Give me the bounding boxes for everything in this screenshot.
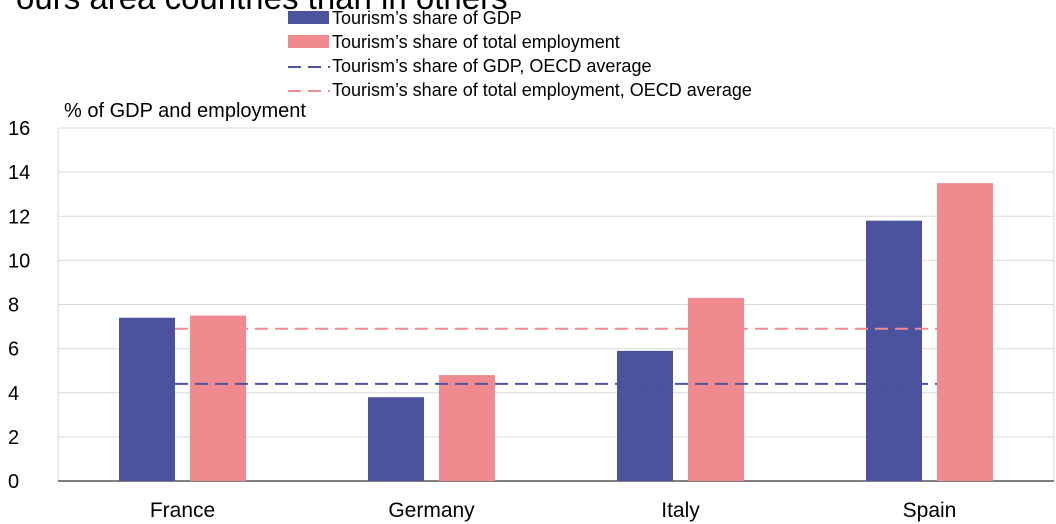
y-tick-label-16: 16 — [8, 118, 30, 140]
bar-germany-gdp — [368, 397, 424, 481]
bar-germany-employment — [439, 375, 495, 481]
legend-label-gdp-oecd: Tourism’s share of GDP, OECD average — [332, 56, 652, 76]
bar-spain-gdp — [866, 220, 922, 481]
y-tick-label-10: 10 — [8, 250, 30, 272]
bar-france-gdp — [119, 317, 175, 481]
legend-label-gdp: Tourism’s share of GDP — [332, 8, 522, 28]
x-tick-label-italy: Italy — [661, 499, 700, 522]
x-tick-label-france: France — [150, 499, 215, 522]
y-tick-label-14: 14 — [8, 162, 30, 184]
x-tick-label-spain: Spain — [903, 499, 957, 522]
y-axis-label: % of GDP and employment — [64, 100, 306, 122]
bar-italy-gdp — [617, 350, 673, 481]
legend-swatch-employment — [288, 35, 329, 48]
legend-dash-employment-oecd — [288, 90, 330, 92]
y-tick-label-0: 0 — [8, 471, 19, 493]
x-tick-label-germany: Germany — [388, 499, 475, 522]
bar-spain-employment — [937, 183, 993, 481]
y-tick-label-4: 4 — [8, 383, 19, 405]
chart-title-partial: ours area countries than in others — [16, 0, 508, 16]
y-tick-label-8: 8 — [8, 295, 19, 317]
y-tick-label-2: 2 — [8, 427, 19, 449]
y-tick-label-6: 6 — [8, 339, 19, 361]
legend-swatch-gdp — [288, 11, 329, 24]
legend-label-employment: Tourism’s share of total employment — [332, 32, 620, 52]
y-tick-label-12: 12 — [8, 206, 30, 228]
legend-dash-gdp-oecd — [288, 66, 330, 68]
bar-france-employment — [190, 315, 246, 481]
bar-italy-employment — [688, 297, 744, 481]
legend-label-employment-oecd: Tourism’s share of total employment, OEC… — [332, 80, 752, 100]
